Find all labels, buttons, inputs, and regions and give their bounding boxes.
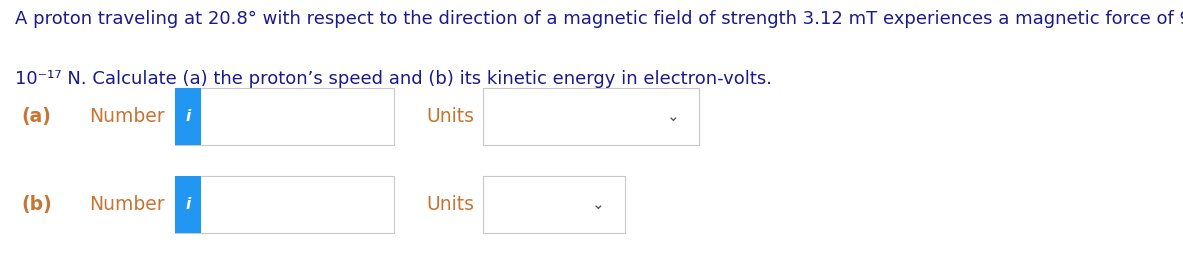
FancyBboxPatch shape <box>175 176 201 233</box>
Text: (b): (b) <box>21 195 52 214</box>
Text: A proton traveling at 20.8° with respect to the direction of a magnetic field of: A proton traveling at 20.8° with respect… <box>15 10 1183 28</box>
FancyBboxPatch shape <box>483 88 699 145</box>
FancyBboxPatch shape <box>175 176 394 233</box>
Text: Units: Units <box>426 195 474 214</box>
Text: (a): (a) <box>21 107 51 126</box>
FancyBboxPatch shape <box>175 88 201 145</box>
FancyBboxPatch shape <box>175 88 394 145</box>
Text: Units: Units <box>426 107 474 126</box>
Text: i: i <box>186 197 190 212</box>
FancyBboxPatch shape <box>483 176 625 233</box>
Text: ⌄: ⌄ <box>667 109 679 124</box>
Text: ⌄: ⌄ <box>593 197 605 212</box>
Text: Number: Number <box>89 107 164 126</box>
Text: 10⁻¹⁷ N. Calculate (a) the proton’s speed and (b) its kinetic energy in electron: 10⁻¹⁷ N. Calculate (a) the proton’s spee… <box>15 70 772 88</box>
Text: i: i <box>186 109 190 124</box>
Text: Number: Number <box>89 195 164 214</box>
